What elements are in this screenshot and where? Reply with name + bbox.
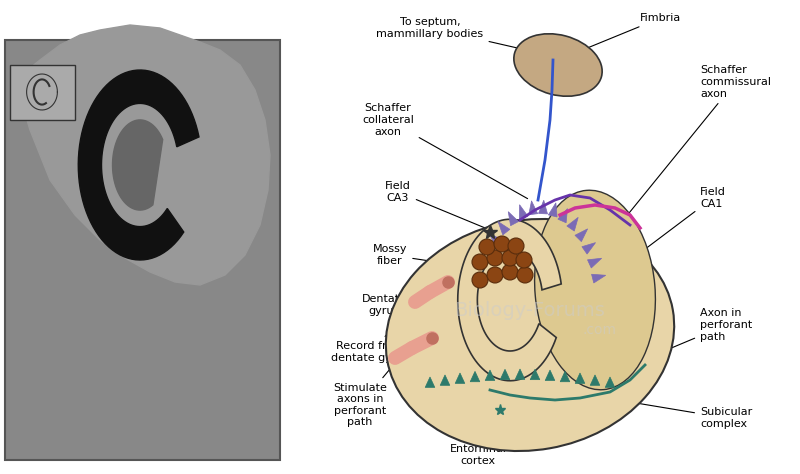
Polygon shape <box>485 370 494 381</box>
Polygon shape <box>15 25 270 285</box>
Polygon shape <box>515 369 525 379</box>
Polygon shape <box>530 369 540 380</box>
Polygon shape <box>440 375 450 385</box>
Circle shape <box>502 250 518 266</box>
Polygon shape <box>482 248 496 259</box>
Polygon shape <box>498 221 510 235</box>
Polygon shape <box>587 258 602 268</box>
Text: Field
CA1: Field CA1 <box>622 187 726 266</box>
Circle shape <box>472 272 488 288</box>
Text: Biology-Forums: Biology-Forums <box>454 301 606 319</box>
Text: Mossy
fiber: Mossy fiber <box>373 244 487 270</box>
Polygon shape <box>426 377 435 387</box>
Circle shape <box>508 238 524 254</box>
Polygon shape <box>582 243 595 254</box>
Text: Fimbria: Fimbria <box>561 13 682 59</box>
Polygon shape <box>455 373 465 383</box>
Text: To septum,
mammillary bodies: To septum, mammillary bodies <box>377 17 546 55</box>
Circle shape <box>472 254 488 270</box>
Ellipse shape <box>534 190 655 390</box>
Circle shape <box>479 239 495 255</box>
Text: Stimulate
axons in
perforant
path: Stimulate axons in perforant path <box>333 347 408 428</box>
Polygon shape <box>113 120 162 210</box>
Polygon shape <box>546 370 555 381</box>
Circle shape <box>502 264 518 280</box>
Text: .com: .com <box>583 323 617 337</box>
Polygon shape <box>590 375 600 385</box>
Text: Schaffer
collateral
axon: Schaffer collateral axon <box>362 103 527 199</box>
Polygon shape <box>591 274 606 283</box>
Polygon shape <box>470 371 480 382</box>
Polygon shape <box>606 377 614 387</box>
FancyBboxPatch shape <box>5 40 280 460</box>
Polygon shape <box>538 200 547 214</box>
Polygon shape <box>529 201 538 215</box>
Polygon shape <box>489 234 502 246</box>
Polygon shape <box>558 209 567 223</box>
Ellipse shape <box>386 219 674 451</box>
Ellipse shape <box>514 34 602 96</box>
Circle shape <box>494 236 510 252</box>
Polygon shape <box>560 371 570 382</box>
Polygon shape <box>548 203 557 217</box>
FancyBboxPatch shape <box>10 65 75 120</box>
Text: Dentate
gyrus: Dentate gyrus <box>362 294 478 316</box>
Text: Subicular
complex: Subicular complex <box>621 401 752 429</box>
Polygon shape <box>500 369 510 380</box>
Text: Entorhinal
cortex: Entorhinal cortex <box>450 422 508 466</box>
Circle shape <box>487 267 503 283</box>
Polygon shape <box>575 373 585 383</box>
Polygon shape <box>78 70 199 260</box>
Polygon shape <box>567 218 578 231</box>
Text: Schaffer
commissural
axon: Schaffer commissural axon <box>626 65 771 216</box>
Polygon shape <box>519 205 528 219</box>
Circle shape <box>516 252 532 268</box>
Polygon shape <box>508 212 518 226</box>
Polygon shape <box>575 229 588 242</box>
Text: Field
CA3: Field CA3 <box>385 181 487 229</box>
Circle shape <box>517 267 533 283</box>
Text: Record from
dentate gyrus: Record from dentate gyrus <box>331 292 428 363</box>
Text: Axon in
perforant
path: Axon in perforant path <box>641 309 752 361</box>
Circle shape <box>487 250 503 266</box>
Polygon shape <box>458 219 562 381</box>
